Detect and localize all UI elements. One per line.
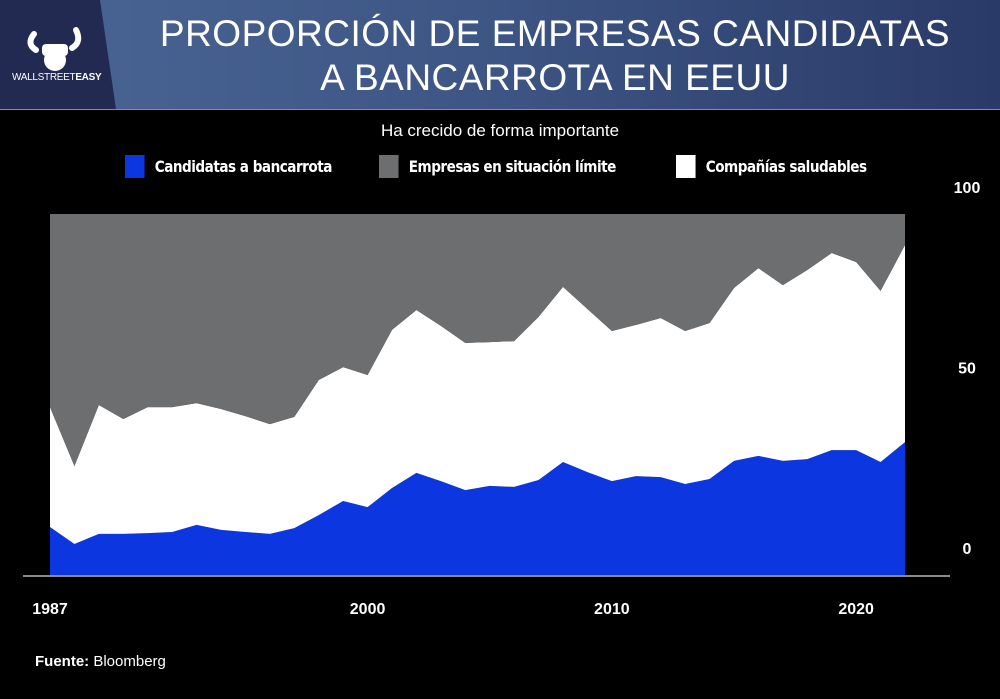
y-tick-label: 50 xyxy=(958,361,976,378)
x-tick-label: 2020 xyxy=(838,601,874,618)
legend-item-saludables: Compañías saludables xyxy=(676,155,867,178)
legend-swatch xyxy=(379,155,399,178)
logo-text: WALLSTREETEASY xyxy=(12,72,102,83)
legend: Candidatas a bancarrota Empresas en situ… xyxy=(0,155,1000,179)
legend-item-limite: Empresas en situación límite xyxy=(379,155,616,178)
y-tick-label: 100 xyxy=(954,180,981,197)
bull-fist-icon xyxy=(27,27,82,71)
y-tick-label: 0 xyxy=(963,541,972,558)
area-series-1 xyxy=(50,245,905,544)
title-line-1: PROPORCIÓN DE EMPRESAS CANDIDATAS xyxy=(159,13,951,54)
header-banner: WALLSTREETEASY PROPORCIÓN DE EMPRESAS CA… xyxy=(0,0,1000,110)
legend-label: Compañías saludables xyxy=(705,157,867,176)
legend-swatch xyxy=(125,155,145,178)
x-tick-label: 1987 xyxy=(32,601,68,618)
legend-label: Empresas en situación límite xyxy=(408,157,617,176)
area-series-0 xyxy=(50,442,905,575)
x-tick-label: 2000 xyxy=(350,601,386,618)
logo: WALLSTREETEASY xyxy=(0,0,116,109)
source-note: Fuente: Bloomberg xyxy=(35,653,166,670)
area-series-2 xyxy=(50,214,905,466)
legend-item-candidatas: Candidatas a bancarrota xyxy=(125,155,332,178)
x-tick-label: 2010 xyxy=(594,601,630,618)
legend-swatch xyxy=(676,155,696,178)
legend-label: Candidatas a bancarrota xyxy=(154,157,333,176)
page-title: PROPORCIÓN DE EMPRESAS CANDIDATAS A BANC… xyxy=(130,12,980,100)
chart-subtitle: Ha crecido de forma importante xyxy=(380,121,620,140)
title-line-2: A BANCARROTA EN EEUU xyxy=(320,57,790,98)
